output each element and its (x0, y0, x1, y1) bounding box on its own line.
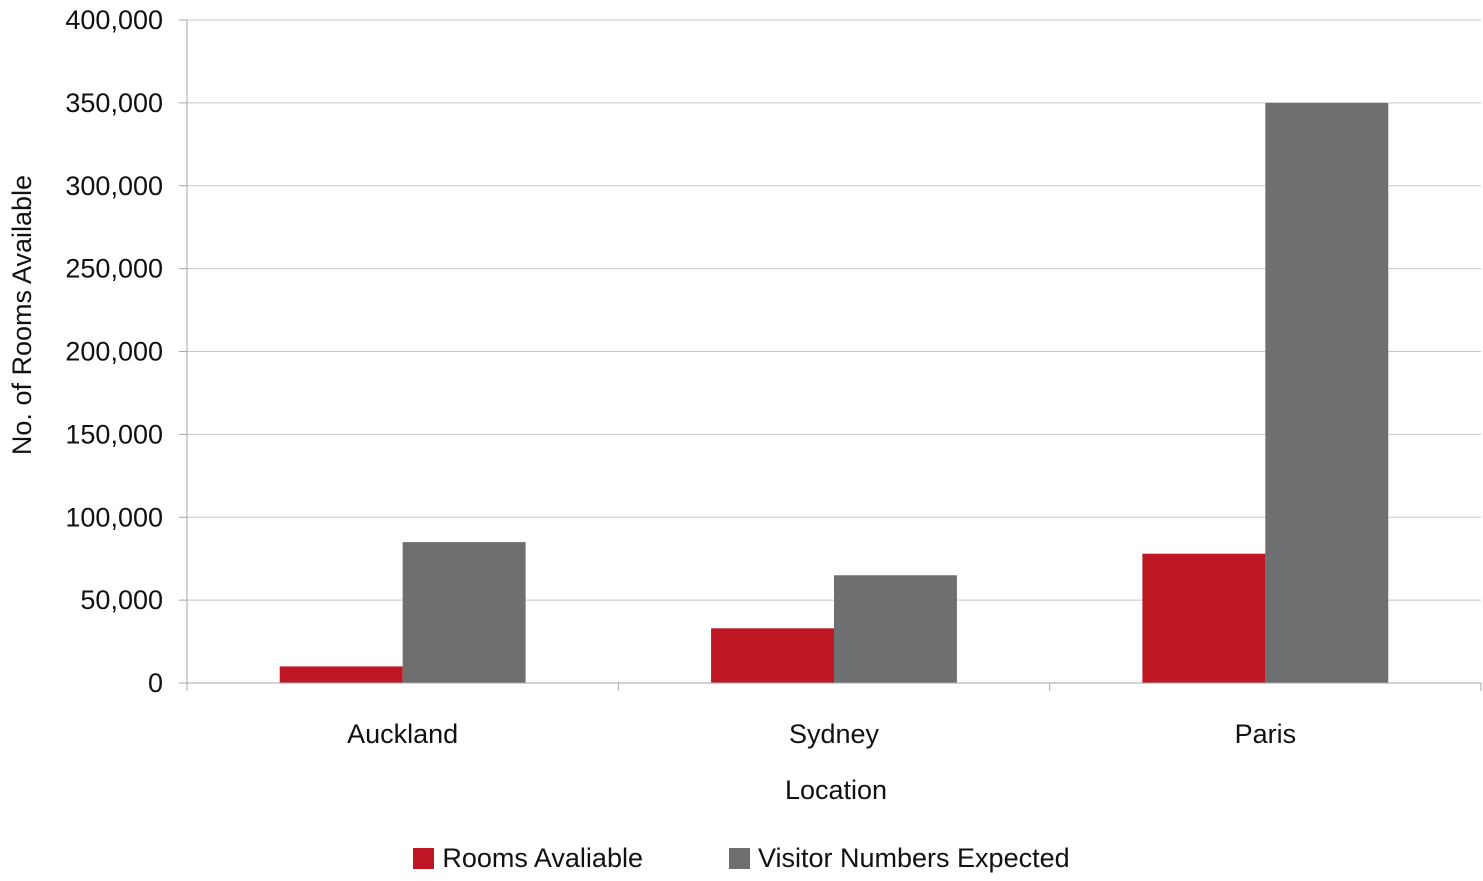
x-tick-label: Paris (1235, 719, 1297, 749)
y-tick-label: 300,000 (65, 171, 163, 201)
y-tick-label: 50,000 (80, 585, 163, 615)
bar-visitors-auckland (402, 542, 526, 683)
x-tick-label: Sydney (789, 719, 880, 749)
y-tick-label: 250,000 (65, 254, 163, 284)
y-tick-label: 0 (148, 668, 163, 698)
legend-label-visitors: Visitor Numbers Expected (757, 843, 1070, 873)
bar-rooms-sydney (711, 628, 834, 683)
legend-label-rooms: Rooms Avaliable (442, 843, 643, 873)
gridlines (187, 19, 1481, 601)
bar-visitors-paris (1265, 102, 1389, 683)
y-tick-label: 150,000 (65, 419, 163, 449)
legend: Rooms Avaliable Visitor Numbers Expected (0, 843, 1483, 874)
axes: 0 50,000 100,000 150,000 200,000 250,000 300,0… (65, 5, 1482, 749)
y-tick-label: 350,000 (65, 88, 163, 118)
x-tick-label: Auckland (347, 719, 458, 749)
legend-swatch-visitors (728, 848, 750, 869)
y-tick-label: 100,000 (65, 502, 163, 532)
legend-swatch-rooms (413, 848, 435, 869)
y-tick-label: 200,000 (65, 337, 163, 367)
bars (279, 102, 1389, 683)
legend-item-visitors: Visitor Numbers Expected (728, 843, 1070, 874)
y-axis-title: No. of Rooms Available (7, 175, 37, 455)
bar-rooms-auckland (279, 666, 403, 683)
legend-item-rooms: Rooms Avaliable (413, 843, 643, 874)
bar-visitors-sydney (834, 575, 957, 683)
x-axis-title: Location (785, 775, 887, 805)
bar-rooms-paris (1142, 553, 1266, 683)
y-tick-label: 400,000 (65, 5, 163, 35)
